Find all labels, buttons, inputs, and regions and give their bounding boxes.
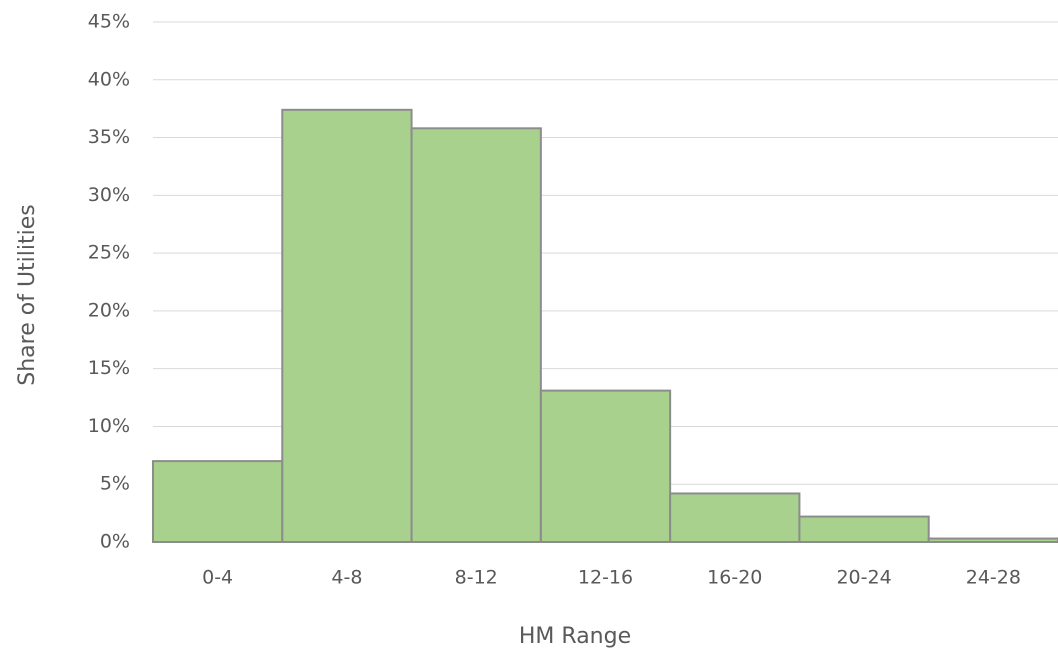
bar: [281, 108, 413, 543]
y-tick-label: 10%: [88, 415, 130, 437]
bar: [798, 515, 930, 543]
x-tick-label: 20-24: [836, 567, 891, 589]
y-tick-label: 5%: [100, 473, 130, 495]
x-tick-label: 0-4: [202, 567, 233, 589]
bar: [152, 460, 284, 543]
x-tick-label: 24-28: [966, 567, 1021, 589]
y-tick-label: 0%: [100, 531, 130, 553]
x-axis-title: HM Range: [519, 624, 631, 649]
y-tick-label: 40%: [88, 68, 130, 90]
x-tick-label: 12-16: [578, 567, 633, 589]
bar: [927, 537, 1058, 543]
y-tick-label: 20%: [88, 299, 130, 321]
bar: [539, 389, 672, 543]
y-axis-title: Share of Utilities: [15, 204, 40, 385]
y-tick-label: 35%: [88, 126, 130, 148]
y-tick-label: 15%: [88, 357, 130, 379]
bar: [410, 127, 542, 544]
y-tick-label: 25%: [88, 242, 130, 264]
x-tick-label: 4-8: [331, 567, 362, 589]
y-tick-label: 45%: [88, 11, 130, 33]
bar: [669, 492, 801, 544]
x-tick-label: 16-20: [707, 567, 762, 589]
y-tick-label: 30%: [88, 184, 130, 206]
x-tick-label: 8-12: [455, 567, 498, 589]
